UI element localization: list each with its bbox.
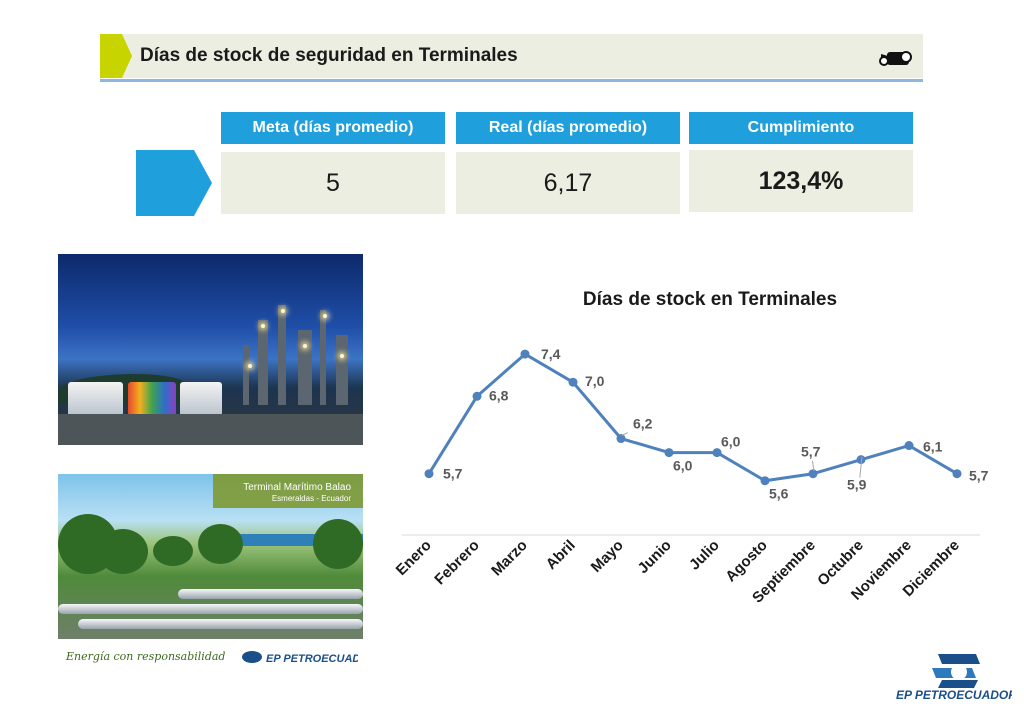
data-point: [520, 349, 530, 359]
data-point: [568, 377, 578, 387]
data-point: [760, 476, 770, 486]
refinery-photo: [58, 254, 363, 445]
x-tick-label: Enero: [393, 537, 435, 579]
chart-title: Días de stock en Terminales: [582, 289, 838, 310]
x-tick-label: Julio: [686, 537, 723, 574]
logo-small-text: EP PETROECUADOR: [266, 653, 358, 665]
petroecuador-logo: EP PETROECUADOR: [896, 654, 1012, 702]
kpi-header-cumplimiento: Cumplimiento: [689, 112, 913, 144]
kpi-header-meta: Meta (días promedio): [221, 112, 445, 144]
data-point: [664, 448, 674, 458]
logo-big-text: EP PETROECUADOR: [896, 688, 1012, 702]
data-point: [904, 441, 914, 451]
x-tick-label: Marzo: [488, 537, 531, 580]
data-label: 6,8: [489, 387, 509, 403]
camera-icon[interactable]: [879, 47, 913, 69]
header-tab-marker: [100, 34, 132, 78]
terminal-photo: Terminal Marítimo Balao Esmeraldas - Ecu…: [58, 474, 363, 639]
data-label: 5,6: [769, 486, 789, 502]
x-tick-label: Agosto: [722, 537, 771, 586]
x-tick-label: Febrero: [431, 537, 483, 589]
data-point: [616, 434, 626, 444]
data-label: 5,7: [443, 466, 463, 482]
data-label: 6,0: [673, 458, 693, 474]
data-label-leader: [621, 432, 628, 436]
data-point: [472, 391, 482, 401]
data-point: [808, 469, 818, 479]
data-point: [712, 448, 722, 458]
data-point: [424, 469, 434, 479]
data-label: 7,0: [585, 373, 605, 389]
slogan-text: Energía con responsabilidad: [66, 650, 226, 663]
data-label: 5,9: [847, 477, 867, 493]
kpi-header-real: Real (días promedio): [456, 112, 680, 144]
header-divider: [100, 79, 923, 82]
terminal-photo-title: Terminal Marítimo Balao: [243, 482, 351, 493]
kpi-arrow-marker: [136, 150, 212, 216]
data-label: 6,0: [721, 434, 741, 450]
data-label-leader: [811, 460, 815, 471]
terminal-photo-subtitle: Esmeraldas - Ecuador: [271, 494, 351, 503]
x-tick-label: Mayo: [588, 537, 627, 576]
data-label: 6,1: [923, 439, 943, 455]
series-line: [427, 352, 958, 483]
petroecuador-logo-small: EP PETROECUADOR: [242, 651, 358, 665]
x-tick-label: Abril: [543, 537, 579, 573]
x-tick-label: Junio: [635, 537, 675, 577]
header-bar: [100, 34, 923, 78]
data-label-leader: [859, 456, 863, 478]
data-label: 5,7: [801, 444, 821, 460]
kpi-value-meta: 5: [221, 152, 445, 214]
line-chart: 5,7 6,8 7,4 7,0 6,2 6,0 6,0 5,6 5,7 5,9 6,1 5,7 Ener…: [393, 346, 989, 607]
data-label: 6,2: [633, 416, 653, 432]
data-point: [856, 455, 866, 465]
data-point: [952, 469, 962, 479]
kpi-value-real: 6,17: [456, 152, 680, 214]
data-label: 7,4: [541, 346, 561, 362]
data-label: 5,7: [969, 468, 989, 484]
kpi-value-cumplimiento: 123,4%: [689, 150, 913, 212]
page-title: Días de stock de seguridad en Terminales: [140, 45, 518, 66]
